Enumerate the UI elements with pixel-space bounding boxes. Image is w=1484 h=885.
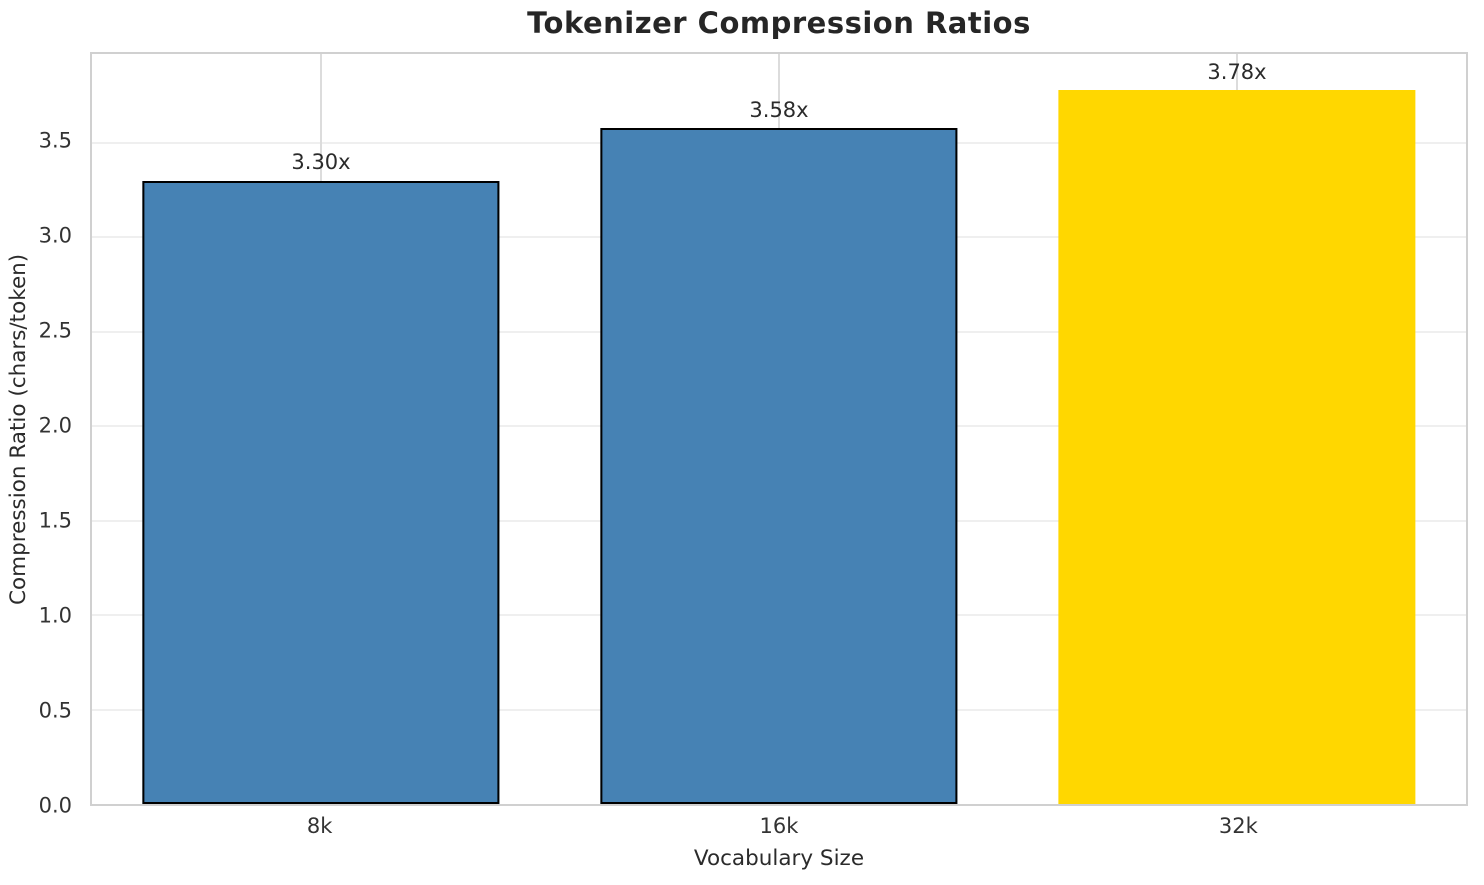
chart-title: Tokenizer Compression Ratios: [527, 6, 1031, 40]
y-tick-label-1.0: 1.0: [38, 603, 72, 628]
category-column-16k: 3.58x: [550, 54, 1008, 804]
bar-32k: [1058, 89, 1416, 804]
y-tick-label-2.5: 2.5: [38, 318, 72, 343]
y-tick-label-3.0: 3.0: [38, 223, 72, 248]
bar-value-label-32k: 3.78x: [1207, 59, 1267, 84]
bar-columns: 3.30x 3.58x 3.78x: [92, 54, 1466, 804]
y-tick-label-3.5: 3.5: [38, 128, 72, 153]
x-axis-title: Vocabulary Size: [693, 846, 865, 871]
x-tick-label-8k: 8k: [306, 814, 333, 838]
bar-value-label-16k: 3.58x: [749, 97, 809, 122]
plot-area: 3.30x 3.58x 3.78x: [90, 52, 1468, 806]
y-axis-title: Compression Ratio (chars/token): [6, 253, 31, 605]
y-axis-tick-labels: 0.0 0.5 1.0 1.5 2.0 2.5 3.0 3.5: [0, 52, 80, 816]
y-tick-label-1.5: 1.5: [38, 508, 72, 533]
x-tick-label-32k: 32k: [1218, 814, 1258, 838]
category-column-8k: 3.30x: [92, 54, 550, 804]
x-axis-tick-labels: 8k 16k 32k: [90, 814, 1468, 838]
x-tick-label-16k: 16k: [759, 814, 799, 838]
y-tick-label-0.5: 0.5: [38, 698, 72, 723]
bar-value-label-8k: 3.30x: [291, 150, 351, 175]
y-tick-label-0.0: 0.0: [38, 793, 72, 818]
bar-8k: [142, 180, 500, 804]
category-column-32k: 3.78x: [1008, 54, 1466, 804]
y-tick-label-2.0: 2.0: [38, 413, 72, 438]
bar-16k: [600, 127, 958, 804]
